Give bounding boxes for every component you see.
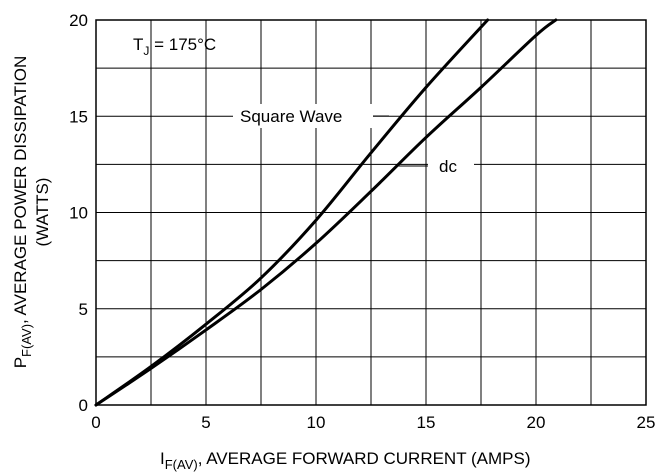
series-line-dc <box>94 18 558 407</box>
y-tick-label: 15 <box>69 107 88 126</box>
x-tick-label: 20 <box>527 413 546 432</box>
plot-frame <box>95 19 647 406</box>
x-tick-label: 5 <box>201 413 210 432</box>
x-tick-label: 25 <box>637 413 656 432</box>
y-axis-label: PF(AV), AVERAGE POWER DISSIPATION <box>11 56 34 369</box>
series-label-square-wave: Square Wave <box>240 107 342 126</box>
x-tick-label: 0 <box>91 413 100 432</box>
series-label-dc: dc <box>439 157 457 176</box>
square-wave-label-bg <box>233 104 373 128</box>
y-tick-label: 10 <box>69 204 88 223</box>
grid <box>96 20 646 405</box>
x-tick-label: 10 <box>307 413 326 432</box>
y-axis-label-group: PF(AV), AVERAGE POWER DISSIPATION (WATTS… <box>11 56 52 369</box>
x-tick-labels: 0 5 10 15 20 25 <box>91 413 655 432</box>
y-tick-label: 5 <box>79 300 88 319</box>
x-tick-label: 15 <box>417 413 436 432</box>
y-tick-labels: 0 5 10 15 20 <box>69 11 88 415</box>
condition-label: TJ = 175°C <box>133 35 216 58</box>
y-tick-label: 0 <box>79 396 88 415</box>
series <box>94 18 558 407</box>
x-axis-label: IF(AV), AVERAGE FORWARD CURRENT (AMPS) <box>160 449 531 472</box>
series-line-square-wave <box>94 18 490 407</box>
y-tick-label: 20 <box>69 11 88 30</box>
dc-label-bg <box>428 154 474 178</box>
y-axis-label-units: (WATTS) <box>33 178 52 247</box>
